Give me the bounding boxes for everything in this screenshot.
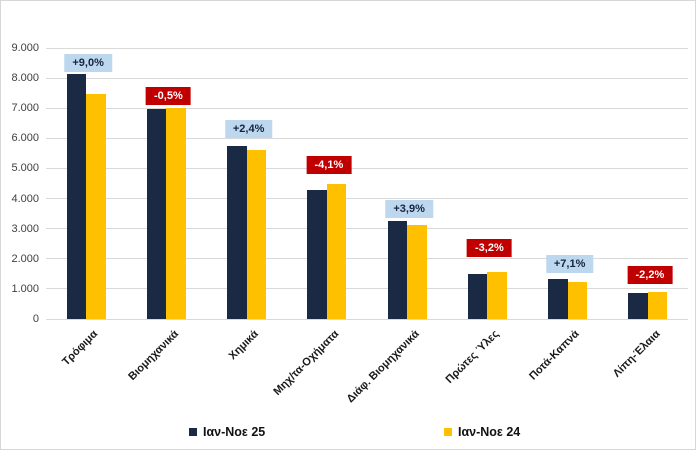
bar-series-25 [307,189,327,319]
bar-series-24 [86,93,106,319]
gridline [46,137,688,139]
x-category-label: Μηχ/τα-Οχήματα [271,328,342,398]
legend-item-ian-noe-25: Ιαν-Νοε 25 [189,425,265,439]
legend-label-24: Ιαν-Νοε 24 [458,425,521,439]
x-category-label: Βιομηχανικά [126,328,181,383]
gridline [46,47,688,49]
y-tick-label: 8.000 [11,72,39,85]
y-tick-label: 2.000 [11,252,39,265]
change-label: -4,1% [306,156,352,175]
y-tick-label: 0 [32,313,39,325]
gridline [46,228,688,230]
y-tick-label: 6.000 [11,132,39,145]
change-label: +9,0% [64,53,112,72]
legend-swatch-24 [444,428,452,436]
gridline [46,258,688,260]
y-tick-label: 5.000 [11,162,39,175]
bar-series-24 [487,272,507,319]
bar-series-25 [628,292,648,319]
y-tick-label: 9.000 [11,42,39,54]
y-tick-label: 1.000 [11,282,39,295]
change-label: +2,4% [224,119,273,138]
gridline [46,167,688,169]
bar-series-25 [467,273,488,319]
legend-swatch-25 [189,428,197,436]
gridline [46,318,688,320]
change-label: -2,2% [627,266,673,285]
bar-series-24 [407,224,427,319]
bar-series-24 [326,184,347,319]
x-category-label: Λίπη-Έλαια [610,328,663,380]
bar-series-25 [227,145,247,319]
bar-series-25 [66,73,87,319]
y-tick-label: 4.000 [11,192,39,205]
bar-series-24 [567,281,588,319]
gridline [46,77,688,79]
change-label: -0,5% [146,87,191,106]
change-label: +3,9% [385,200,433,219]
legend-label-25: Ιαν-Νοε 25 [203,425,266,439]
gridline [46,107,688,109]
bar-series-24 [647,292,668,319]
x-category-label: Ποτά-Καπνά [527,328,583,383]
bar-series-25 [548,278,568,319]
change-label: -3,2% [467,239,512,258]
x-category-label: Χημικά [226,328,262,363]
change-label: +7,1% [545,254,594,273]
bar-series-25 [387,221,408,319]
y-tick-label: 7.000 [11,102,39,115]
gridline [46,288,688,290]
x-category-label: Τρόφιμα [60,328,101,369]
x-category-label: Διάφ. Βιομηχανικά [344,328,422,406]
bar-series-25 [146,109,167,319]
gridline [46,198,688,200]
bar-series-24 [246,149,267,319]
bar-series-24 [166,108,186,319]
x-category-label: Πρώτες Ύλες [443,328,502,386]
legend-item-ian-noe-24: Ιαν-Νοε 24 [444,425,520,439]
y-tick-label: 3.000 [11,222,39,235]
